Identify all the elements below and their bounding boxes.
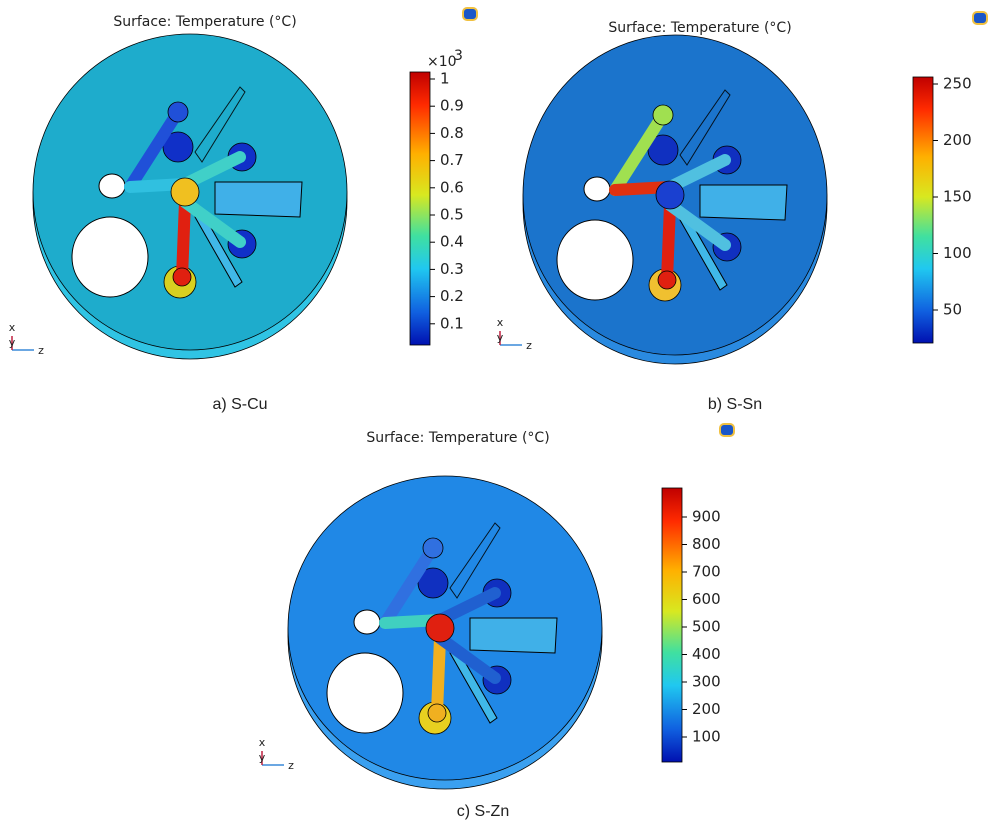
link	[667, 205, 670, 280]
joint	[423, 538, 443, 558]
plate	[215, 182, 302, 217]
caption: c) S-Zn	[457, 803, 509, 820]
colorbar	[913, 77, 933, 343]
colorbar-label: 400	[692, 645, 721, 663]
panel: Surface: Temperature (°C) 250 200 150 100 50 x…	[497, 12, 987, 413]
colorbar-label: 50	[943, 301, 962, 319]
link	[437, 638, 440, 713]
triad-label: y	[9, 336, 16, 349]
triad-label: y	[497, 331, 504, 344]
colorbar-label: 0.7	[440, 151, 464, 169]
colorbar-label: 200	[692, 700, 721, 718]
colorbar-label: 800	[692, 535, 721, 553]
exponent-base: ×10	[427, 54, 457, 70]
colorbar-label: 150	[943, 188, 972, 206]
hole	[99, 174, 125, 198]
colorbar-label: 500	[692, 618, 721, 636]
triad-label: y	[259, 751, 266, 764]
colorbar-label: 0.3	[440, 260, 464, 278]
panel: Surface: Temperature (°C) 1 0.9 0.8 0.7 0.6 0.…	[9, 8, 477, 413]
joint	[426, 614, 454, 642]
plate	[700, 185, 787, 220]
triad-label: x	[497, 316, 504, 329]
colorbar-label: 200	[943, 131, 972, 149]
caption: b) S-Sn	[708, 396, 762, 413]
colorbar-label: 100	[943, 244, 972, 262]
colorbar-label: 600	[692, 590, 721, 608]
logo-icon	[463, 8, 477, 20]
joint	[173, 268, 191, 286]
colorbar-label: 900	[692, 508, 721, 526]
joint	[658, 271, 676, 289]
triad-label: z	[288, 759, 294, 772]
colorbar-label: 0.4	[440, 233, 464, 251]
colorbar	[662, 488, 682, 762]
colorbar-label: 100	[692, 728, 721, 746]
colorbar-label: 700	[692, 563, 721, 581]
triad-label: z	[526, 339, 532, 352]
hole	[327, 653, 403, 733]
hole	[72, 217, 148, 297]
hole	[354, 610, 380, 634]
plot-title: Surface: Temperature (°C)	[608, 20, 791, 36]
triad-label: x	[259, 736, 266, 749]
colorbar-label: 0.6	[440, 178, 464, 196]
colorbar-label: 0.1	[440, 314, 464, 332]
colorbar-label: 0.8	[440, 124, 464, 142]
colorbar-label: 0.9	[440, 97, 464, 115]
plate	[470, 618, 557, 653]
exponent-power: 3	[454, 48, 463, 64]
colorbar-label: 1	[440, 70, 450, 88]
colorbar	[410, 72, 430, 345]
joint	[171, 178, 199, 206]
link	[182, 202, 185, 277]
colorbar-label: 0.2	[440, 287, 464, 305]
colorbar-label: 300	[692, 673, 721, 691]
colorbar-label: 250	[943, 75, 972, 93]
joint	[428, 704, 446, 722]
triad-label: z	[38, 344, 44, 357]
caption: a) S-Cu	[212, 396, 267, 413]
logo-icon	[973, 12, 987, 24]
figure: Surface: Temperature (°C) 1 0.9 0.8 0.7 0.6 0.…	[0, 0, 997, 826]
joint	[168, 102, 188, 122]
hole	[584, 177, 610, 201]
panel: Surface: Temperature (°C) 900 800 700 600 500…	[259, 424, 734, 820]
colorbar-label: 0.5	[440, 206, 464, 224]
plot-title: Surface: Temperature (°C)	[366, 430, 549, 446]
joint	[656, 181, 684, 209]
logo-icon	[720, 424, 734, 436]
joint	[653, 105, 673, 125]
plot-title: Surface: Temperature (°C)	[113, 14, 296, 30]
hole	[557, 220, 633, 300]
triad-label: x	[9, 321, 16, 334]
